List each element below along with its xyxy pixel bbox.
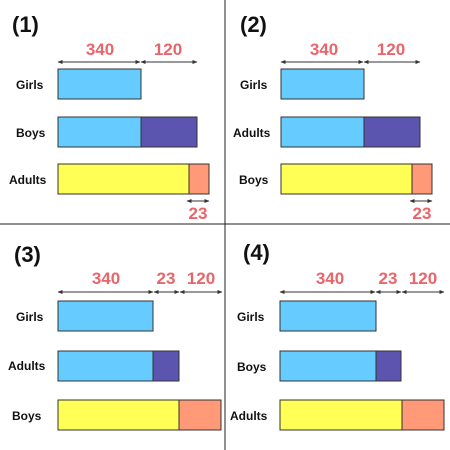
dimension-120: 120 — [401, 269, 445, 294]
base-segment — [279, 350, 377, 382]
girls-bar — [57, 300, 154, 332]
panel-number: (4) — [243, 240, 270, 265]
small-23-segment — [375, 350, 402, 382]
extra-120-segment — [401, 399, 445, 431]
base-segment — [57, 116, 142, 148]
panel-2: (2) 340 120 Girls Adults Boys 23 — [233, 12, 433, 223]
dimension-label-23: 23 — [379, 269, 398, 288]
row-label: Adults — [230, 409, 268, 423]
dimension-label-23: 23 — [189, 204, 208, 223]
row-label: Boys — [237, 360, 267, 374]
row-label: Boys — [239, 173, 269, 187]
dimension-120: 120 — [363, 40, 421, 64]
dimension-label-120: 120 — [377, 40, 405, 59]
panel-number: (1) — [12, 12, 39, 37]
dimension-23: 23 — [409, 199, 433, 223]
panel-number: (3) — [14, 242, 41, 267]
base-segment — [280, 116, 365, 148]
small-23-segment — [152, 350, 180, 382]
panel-3: (3) 340 23 120 Girls Adults Boys — [8, 242, 223, 431]
row-label: Boys — [12, 409, 42, 423]
extra-120-segment — [363, 116, 421, 148]
dimension-label-23: 23 — [413, 204, 432, 223]
dimension-120: 120 — [140, 40, 198, 64]
dimension-340: 340 — [57, 269, 154, 294]
panel-4: (4) 340 23 120 Girls Boys Adults — [230, 240, 445, 431]
dimension-label-23: 23 — [157, 269, 176, 288]
dimension-label-120: 120 — [154, 40, 182, 59]
dimension-340: 340 — [57, 40, 141, 64]
dimension-340: 340 — [279, 269, 376, 294]
row-label: Adults — [9, 173, 47, 187]
adults-bar — [57, 163, 190, 195]
dimension-23: 23 — [153, 269, 180, 294]
extra-120-segment — [140, 116, 198, 148]
panel-number: (2) — [240, 12, 267, 37]
dimension-23: 23 — [186, 199, 210, 223]
dimension-label-120: 120 — [409, 269, 437, 288]
dimension-120: 120 — [179, 269, 223, 294]
small-23-segment — [411, 163, 433, 195]
row-label: Girls — [16, 310, 44, 324]
girls-bar — [57, 68, 142, 100]
row-label: Girls — [16, 78, 44, 92]
panel-1: (1) 340 120 Girls Boys Adults 23 — [9, 12, 210, 223]
row-label: Adults — [8, 359, 46, 373]
row-label: Girls — [237, 310, 265, 324]
dimension-23: 23 — [375, 269, 402, 294]
row-label: Boys — [16, 126, 46, 140]
dimension-label-340: 340 — [86, 40, 114, 59]
dimension-label-340: 340 — [310, 40, 338, 59]
dimension-340: 340 — [280, 40, 364, 64]
row-label: Girls — [240, 78, 268, 92]
dimension-label-120: 120 — [187, 269, 215, 288]
extra-120-segment — [178, 399, 222, 431]
girls-bar — [279, 300, 377, 332]
base-segment — [57, 350, 154, 382]
adults-bar — [57, 399, 180, 431]
small-23-segment — [188, 163, 210, 195]
girls-bar — [280, 68, 365, 100]
row-label: Adults — [233, 126, 271, 140]
dimension-label-340: 340 — [92, 269, 120, 288]
dimension-label-340: 340 — [316, 269, 344, 288]
adults-bar — [280, 163, 413, 195]
adults-bar — [279, 399, 403, 431]
